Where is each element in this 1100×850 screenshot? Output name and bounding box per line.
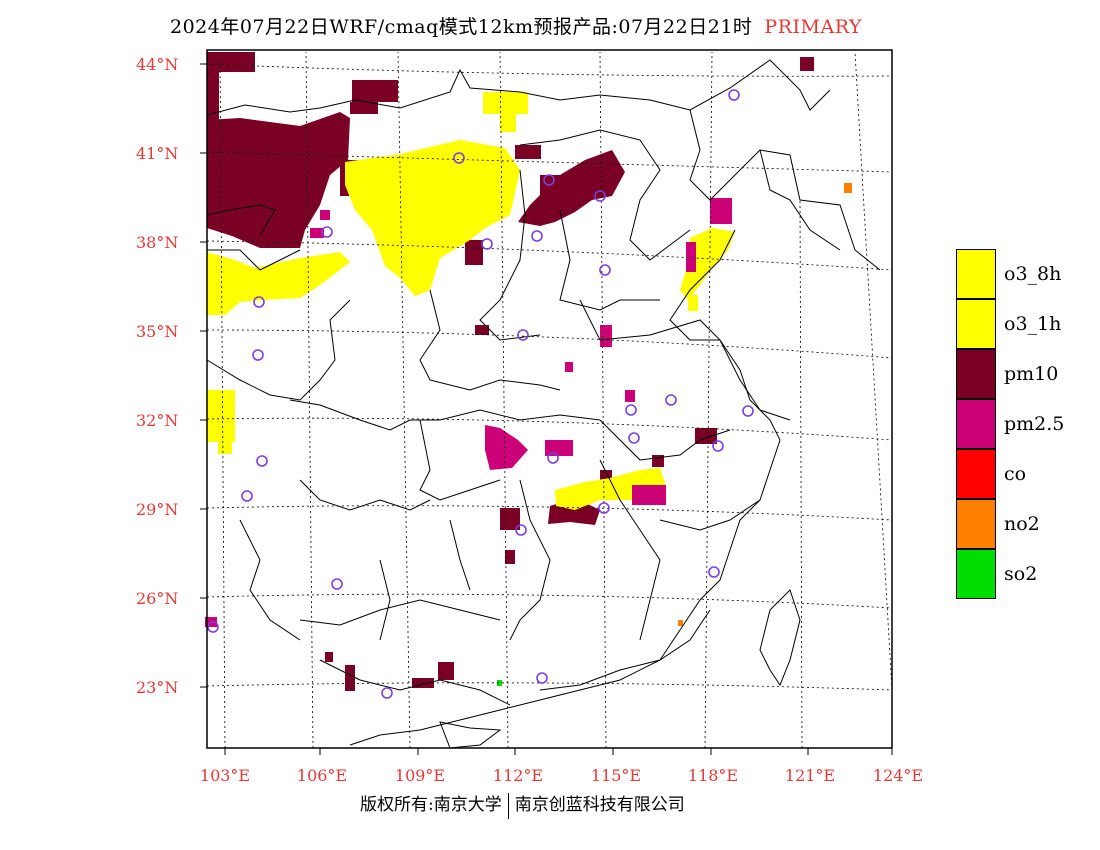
copyright-right: 南京创蓝科技有限公司 — [514, 795, 685, 815]
legend-label-o3-1h: o3_1h — [1004, 313, 1062, 335]
lat-label-26: 26°N — [136, 589, 179, 608]
station-markers — [207, 89, 754, 699]
no2-areas — [678, 183, 852, 626]
map-title: 2024年07月22日WRF/cmaq模式12km预报产品:07月22日21时 P… — [170, 12, 862, 39]
legend-label-pm25: pm2.5 — [1004, 413, 1065, 435]
so2-areas — [497, 680, 502, 686]
legend-swatch-so2 — [956, 549, 996, 599]
lat-label-35: 35°N — [136, 322, 179, 341]
lon-label-112: 112°E — [492, 766, 544, 785]
lon-label-124: 124°E — [872, 766, 924, 785]
province-boundaries — [206, 59, 881, 706]
lat-label-32: 32°N — [136, 411, 179, 430]
legend-swatch-pm25 — [956, 399, 996, 449]
lat-label-29: 29°N — [136, 500, 179, 519]
legend-swatch-o3-1h — [956, 299, 996, 349]
lon-label-115: 115°E — [590, 766, 642, 785]
lon-ticks — [224, 748, 893, 755]
copyright-footer: 版权所有:南京大学 南京创蓝科技有限公司 — [360, 790, 685, 819]
primary-tag: PRIMARY — [764, 16, 862, 38]
legend-swatch-co — [956, 449, 996, 499]
legend-label-no2: no2 — [1004, 513, 1040, 535]
lat-label-38: 38°N — [136, 233, 179, 252]
legend-swatch-no2 — [956, 499, 996, 549]
lon-label-103: 103°E — [199, 766, 251, 785]
copyright-left: 版权所有:南京大学 — [360, 795, 502, 815]
lat-label-44: 44°N — [136, 55, 179, 74]
legend-swatch-pm10 — [956, 349, 996, 399]
lon-label-118: 118°E — [687, 766, 739, 785]
footer-separator — [507, 792, 509, 819]
lat-label-23: 23°N — [136, 678, 179, 697]
legend-label-pm10: pm10 — [1004, 363, 1059, 385]
coastline — [349, 149, 841, 749]
legend-label-co: co — [1004, 463, 1027, 485]
title-text: 2024年07月22日WRF/cmaq模式12km预报产品:07月22日21时 — [170, 16, 753, 38]
lat-ticks — [200, 63, 207, 688]
legend-label-o3-8h: o3_8h — [1004, 263, 1062, 285]
lon-label-106: 106°E — [296, 766, 348, 785]
graticule — [206, 51, 893, 749]
legend-swatch-o3-8h — [956, 249, 996, 299]
pm25-areas — [205, 198, 732, 627]
lon-label-121: 121°E — [784, 766, 836, 785]
map-border — [206, 49, 893, 749]
lon-label-109: 109°E — [394, 766, 446, 785]
lat-label-41: 41°N — [136, 144, 179, 163]
legend-label-so2: so2 — [1004, 563, 1038, 585]
